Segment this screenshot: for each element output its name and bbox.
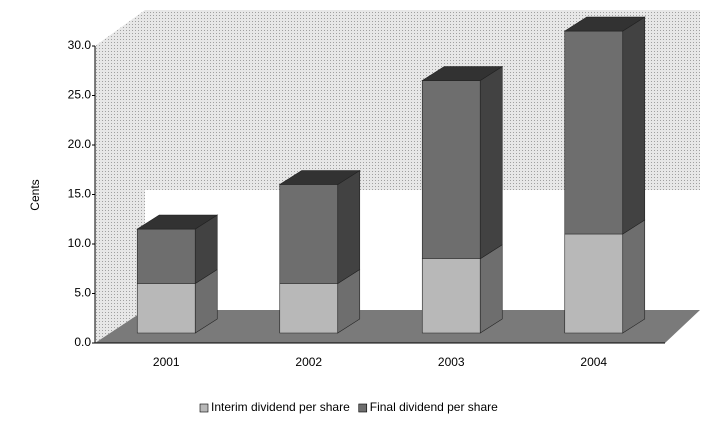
bar-face	[421, 258, 481, 334]
legend-swatch	[358, 403, 368, 413]
legend-label: Final dividend per share	[370, 400, 498, 414]
bar-segment	[279, 268, 361, 334]
bar-face	[564, 30, 624, 235]
bar-segment	[563, 16, 646, 235]
bar-face	[564, 233, 624, 334]
bar-face	[563, 16, 646, 32]
x-tick-label: 2004	[580, 355, 607, 369]
bar-segment	[564, 219, 646, 334]
x-tick-label: 2003	[438, 355, 465, 369]
y-tick-label: 20.0	[68, 137, 92, 151]
x-tick-label: 2002	[295, 355, 322, 369]
legend-label: Interim dividend per share	[211, 400, 350, 414]
bar-face	[279, 283, 339, 334]
bar-face	[622, 16, 646, 235]
bar-face	[479, 66, 503, 260]
y-tick-label: 0.0	[74, 335, 91, 349]
y-tick-label: 15.0	[68, 187, 92, 201]
bar-face	[337, 169, 361, 285]
bar-face	[279, 184, 339, 284]
bar-face	[278, 170, 361, 185]
y-tick-label: 5.0	[74, 286, 91, 300]
bar-segment	[421, 66, 504, 260]
bar-face	[479, 244, 503, 334]
bar-face	[421, 66, 504, 81]
y-tick-label: 30.0	[68, 38, 92, 52]
bar-segment	[136, 214, 219, 285]
bar-face	[622, 219, 646, 334]
bar-face	[136, 228, 196, 284]
legend-swatch	[199, 403, 209, 413]
y-tick-label: 10.0	[68, 236, 92, 250]
y-axis-label: Cents	[28, 179, 42, 210]
y-tick-label: 25.0	[68, 88, 92, 102]
bar-segment	[278, 169, 361, 285]
bar-face	[136, 214, 219, 230]
bar-face	[136, 283, 196, 334]
x-tick-label: 2001	[153, 355, 180, 369]
bar-face	[421, 80, 481, 260]
floor	[95, 310, 700, 343]
